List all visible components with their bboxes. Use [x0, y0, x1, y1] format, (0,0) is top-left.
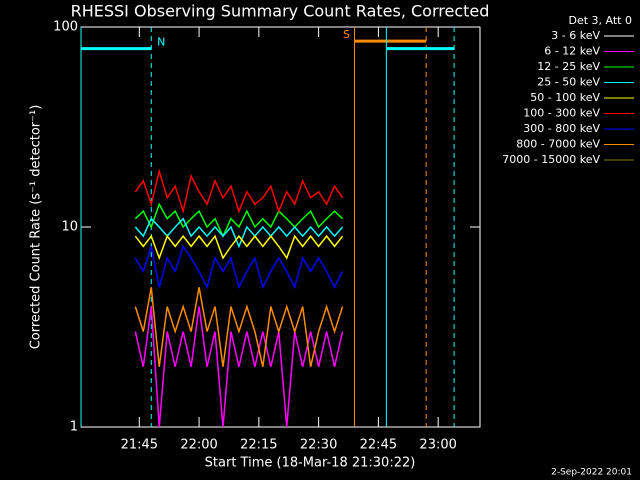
series-line: [134, 217, 344, 249]
x-tick-label: 22:00: [180, 438, 217, 453]
legend-title: Det 3, Att 0: [569, 14, 633, 27]
x-tick-label: 23:00: [419, 438, 456, 453]
plot-frame: [80, 26, 481, 428]
y-tick-label: 100: [53, 20, 78, 35]
legend-label: 800 - 7000 keV: [516, 138, 600, 151]
legend-label: 25 - 50 keV: [537, 76, 600, 89]
x-axis-title: Start Time (18-Mar-18 21:30:22): [205, 456, 416, 471]
series-line: [134, 168, 344, 215]
legend-label: 100 - 300 keV: [523, 107, 600, 120]
legend-label: 7000 - 15000 keV: [502, 153, 600, 166]
legend-label: 12 - 25 keV: [537, 60, 600, 73]
y-tick-label: 1: [70, 420, 78, 435]
series-line: [134, 234, 344, 261]
chart-title: RHESSI Observing Summary Count Rates, Co…: [71, 2, 490, 21]
x-tick-label: 22:15: [240, 438, 277, 453]
legend-label: 6 - 12 keV: [544, 45, 600, 58]
x-tick-label: 22:45: [360, 438, 397, 453]
y-tick-label: 10: [61, 220, 78, 235]
legend-label: 3 - 6 keV: [551, 29, 600, 42]
y-axis-title: Corrected Count Rate (s⁻¹ detector⁻¹): [29, 105, 44, 350]
footer: 2-Sep-2022 20:01: [551, 468, 632, 478]
series-line: [134, 202, 344, 238]
x-tick-label: 21:45: [121, 438, 158, 453]
series-line: [134, 306, 344, 428]
interval-label: S: [343, 28, 350, 41]
series-line: [134, 287, 344, 367]
series-line: [134, 244, 344, 290]
interval-label: N: [157, 36, 165, 49]
x-tick-label: 22:30: [300, 438, 337, 453]
legend-label: 300 - 800 keV: [523, 122, 600, 135]
legend-label: 50 - 100 keV: [530, 91, 600, 104]
